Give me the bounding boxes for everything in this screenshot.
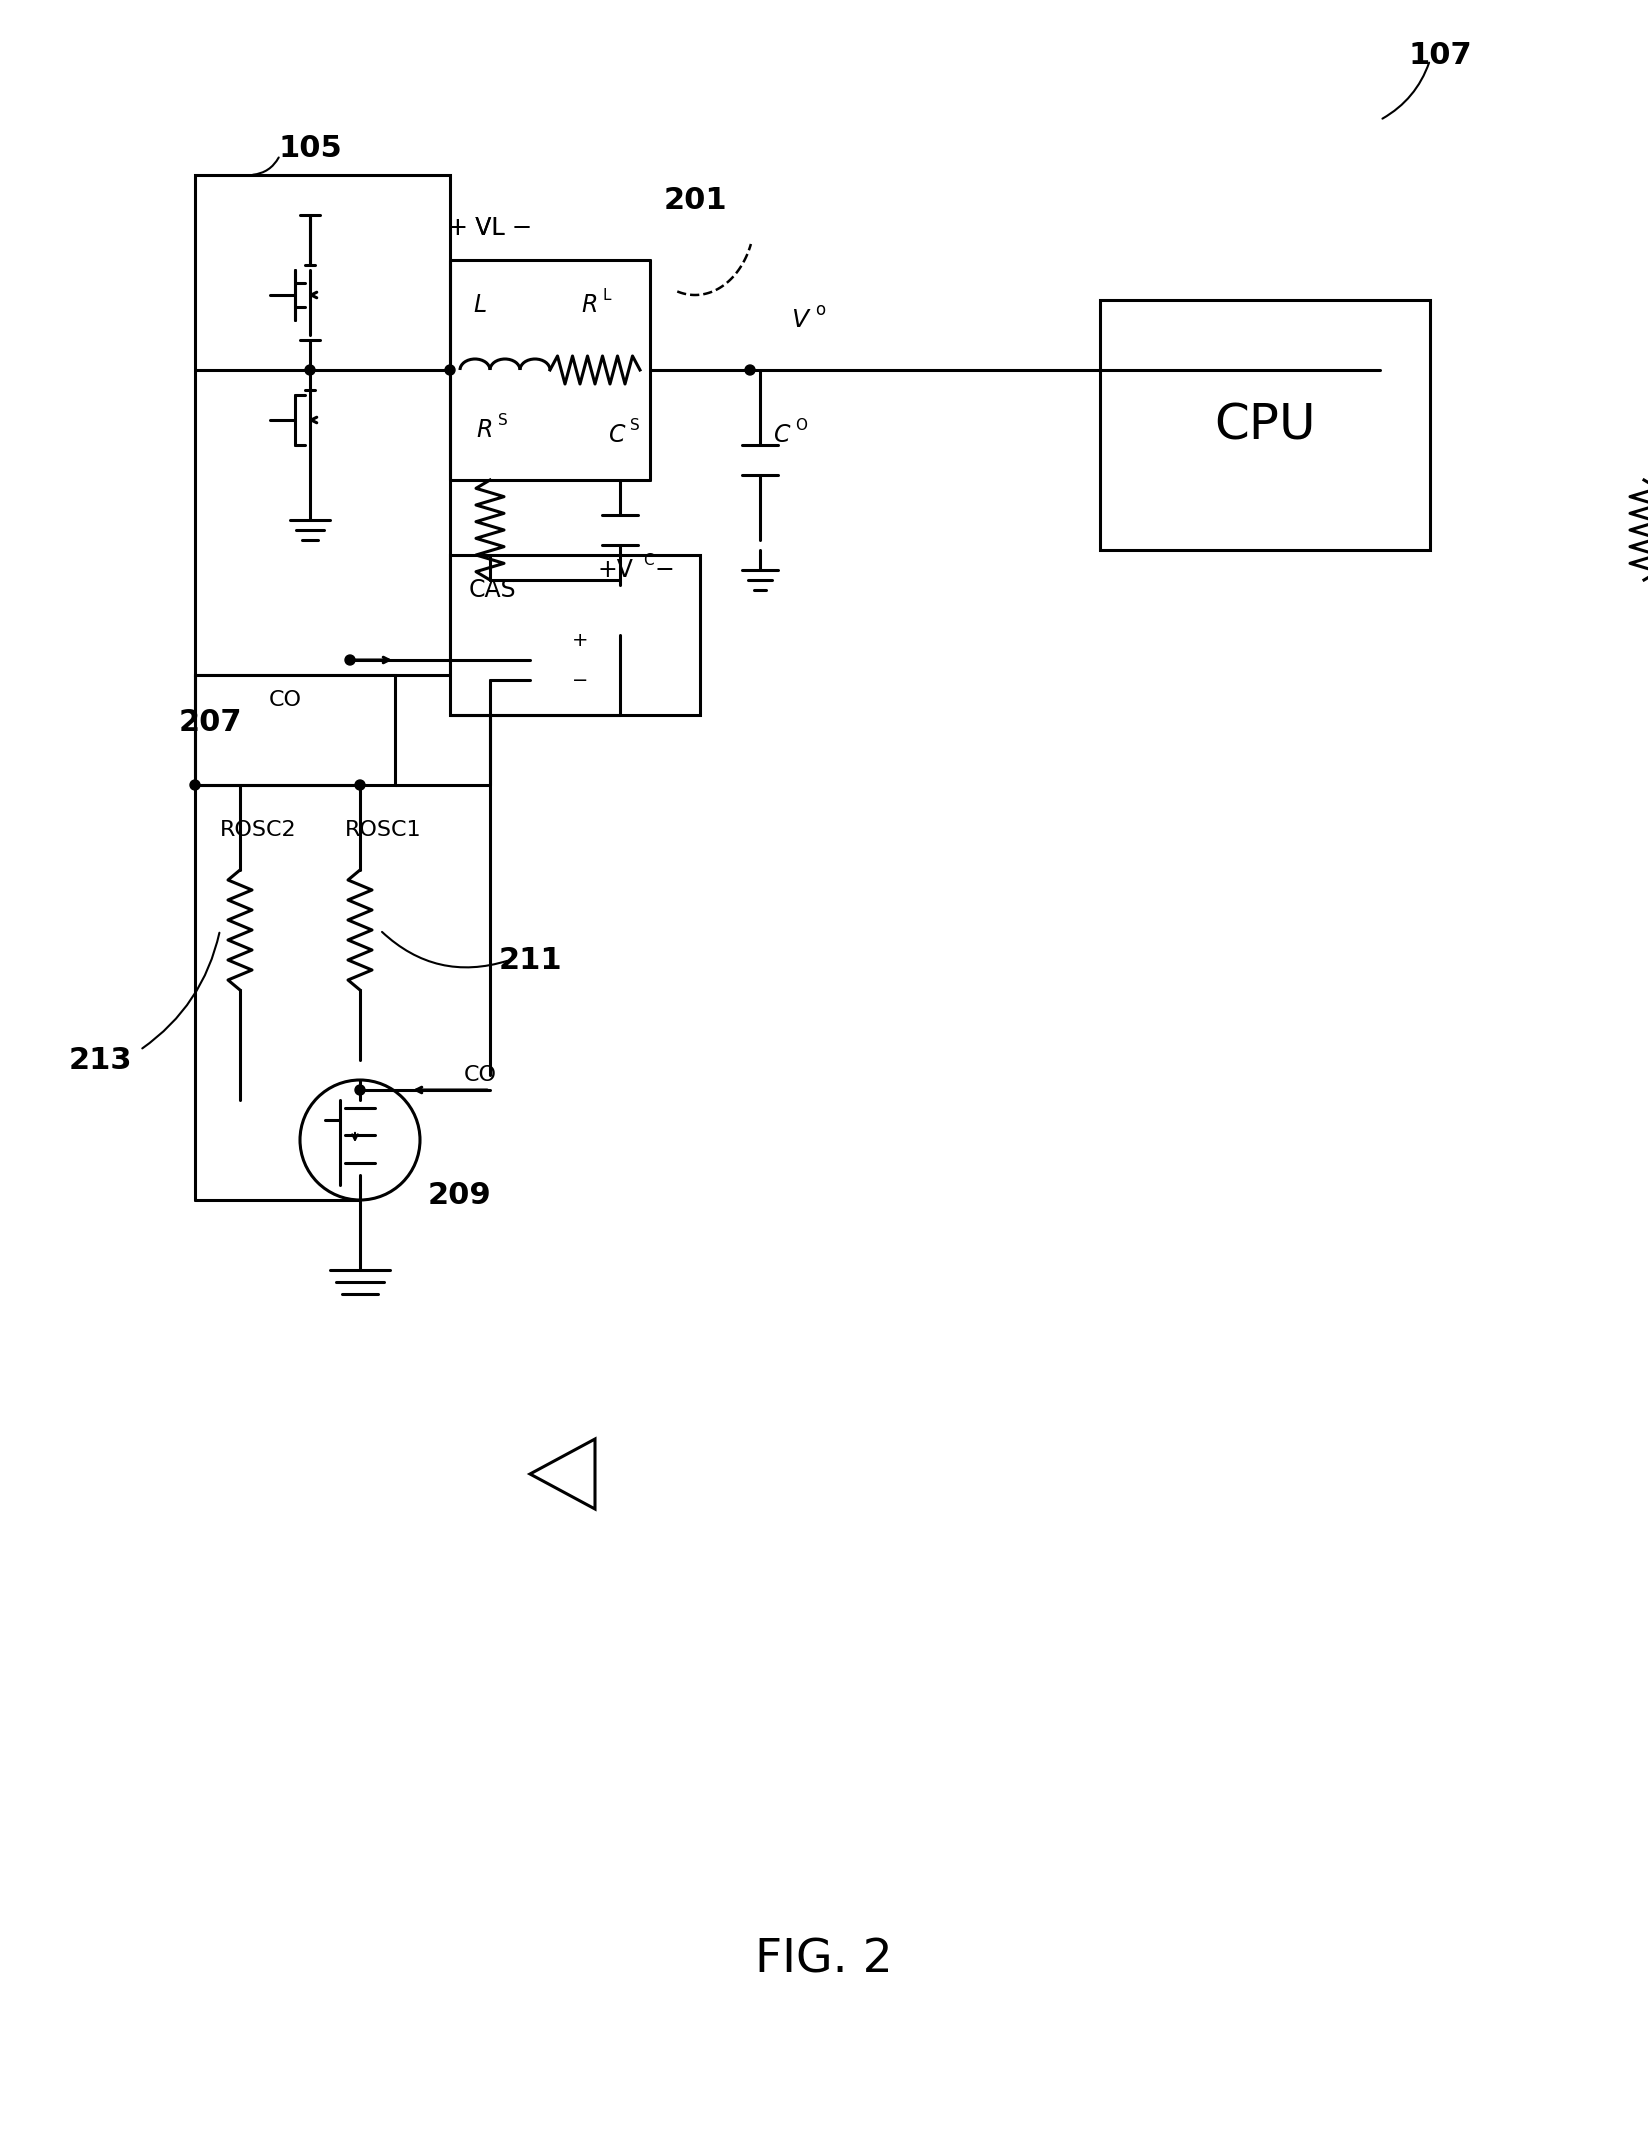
Text: V: V [791, 307, 808, 333]
Bar [450, 555, 699, 715]
Text: −: − [572, 670, 588, 689]
Text: ROSC1: ROSC1 [344, 819, 422, 841]
Text: +: + [572, 630, 588, 649]
Text: L: L [473, 292, 486, 318]
Circle shape [445, 365, 455, 376]
Text: C: C [608, 423, 625, 446]
Text: R: R [476, 418, 493, 442]
Text: + VL −: + VL − [448, 216, 532, 239]
Text: CO: CO [269, 689, 302, 711]
Circle shape [354, 1084, 364, 1095]
Text: 207: 207 [178, 708, 242, 736]
Text: 213: 213 [68, 1046, 132, 1076]
Bar [194, 175, 450, 674]
Circle shape [615, 574, 625, 585]
Text: CPU: CPU [1213, 401, 1315, 448]
Circle shape [745, 365, 755, 376]
Circle shape [344, 655, 354, 666]
Text: +V: +V [597, 557, 633, 583]
Text: S: S [498, 412, 508, 427]
Text: CO: CO [463, 1065, 496, 1084]
Bar [194, 674, 396, 785]
Circle shape [485, 574, 494, 585]
Text: 211: 211 [498, 945, 562, 975]
Circle shape [305, 365, 315, 376]
Text: ROSC2: ROSC2 [219, 819, 297, 841]
Text: 209: 209 [428, 1180, 491, 1210]
Text: CAS: CAS [468, 578, 516, 602]
Text: o: o [814, 301, 824, 318]
Circle shape [190, 781, 199, 790]
Circle shape [354, 781, 364, 790]
Text: −: − [654, 557, 674, 583]
Text: 105: 105 [279, 134, 341, 162]
Text: C: C [643, 553, 653, 568]
Text: C: C [773, 423, 789, 446]
Text: 201: 201 [662, 186, 727, 216]
Text: + VL −: + VL − [448, 216, 532, 239]
Text: L: L [603, 288, 611, 303]
Text: FIG. 2: FIG. 2 [755, 1938, 892, 1982]
Text: 107: 107 [1407, 41, 1472, 70]
Text: S: S [630, 418, 639, 433]
Text: O: O [794, 418, 806, 433]
Bar [1099, 301, 1429, 551]
Text: R: R [582, 292, 598, 318]
